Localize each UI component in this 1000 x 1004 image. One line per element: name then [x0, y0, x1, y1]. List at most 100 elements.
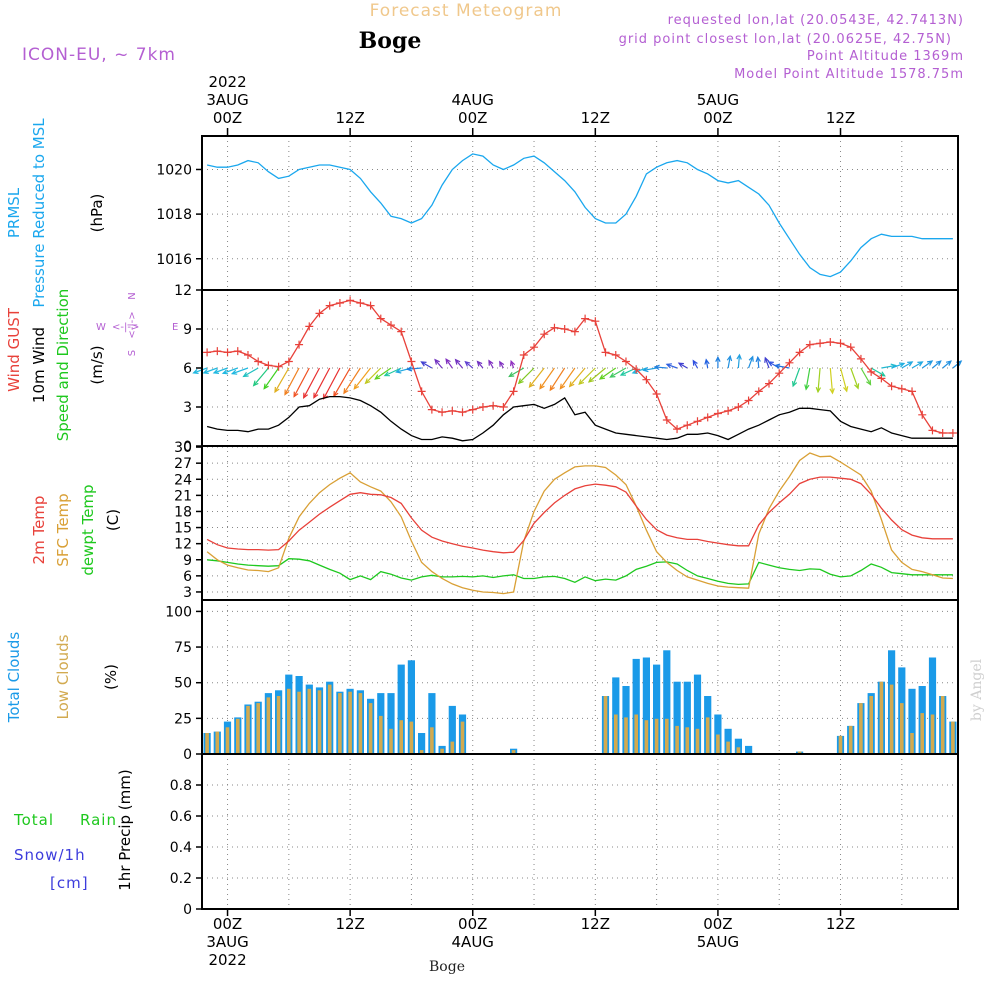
low-cloud-bar	[665, 718, 669, 753]
gust-marker	[570, 327, 579, 336]
gust-marker	[540, 330, 549, 339]
total-cloud-bar	[663, 650, 671, 753]
low-cloud-bar	[511, 750, 516, 753]
gust-marker	[846, 343, 855, 352]
low-cloud-bar	[859, 703, 863, 753]
low-cloud-bar	[675, 725, 679, 753]
wind-barb-head	[508, 371, 515, 378]
low-cloud-bar	[736, 747, 741, 753]
wind-barb-head	[374, 374, 381, 380]
wind-barb	[805, 367, 811, 390]
total-cloud-bar	[642, 657, 650, 753]
wind-barb	[588, 367, 606, 383]
wind-barb	[881, 364, 896, 369]
label-snow: Snow/1h	[14, 846, 86, 864]
total-cloud-bar	[745, 745, 753, 753]
panel-wind: 0 3 6 9 12	[174, 283, 963, 455]
top-time-label: 12Z	[581, 109, 610, 127]
wind-barb	[323, 367, 341, 400]
compass-we-arrow: <-|->	[112, 322, 139, 333]
gust-marker	[928, 426, 937, 435]
wind-barb-head	[692, 359, 698, 366]
gust-marker	[407, 357, 416, 366]
y-tick-label: 1018	[156, 207, 192, 223]
wind-barb-head	[917, 361, 924, 367]
banner-title: Forecast Meteogram	[370, 1, 563, 21]
wind-barb	[253, 367, 269, 386]
total-cloud-bar	[734, 738, 742, 753]
wind-barb-head	[476, 360, 483, 367]
gust-marker	[499, 403, 508, 411]
gust-marker	[448, 406, 457, 415]
model-point-altitude: Model Point Altitude 1578.75m	[734, 67, 964, 82]
wind-barb	[921, 360, 933, 369]
gust-marker	[274, 362, 283, 371]
gust-marker	[438, 408, 447, 417]
gust-marker	[478, 403, 487, 411]
gust-marker	[683, 421, 692, 430]
wind-barb	[559, 367, 576, 389]
wind-barb-head	[517, 378, 524, 385]
low-cloud-bar	[236, 718, 240, 753]
wind-barb-head	[510, 359, 516, 367]
gust-marker	[295, 340, 304, 349]
model-label: ICON-EU, ~ 7km	[22, 45, 176, 65]
gust-marker	[387, 321, 395, 330]
gust-marker	[632, 365, 641, 374]
gust-marker	[427, 405, 436, 414]
gust-marker	[581, 314, 590, 323]
gust-marker	[346, 296, 355, 305]
wind-barb-head	[405, 366, 413, 372]
low-cloud-bar	[276, 696, 281, 753]
wind-barb-head	[715, 355, 721, 362]
top-time-label: 12Z	[335, 109, 364, 127]
gust-marker	[223, 348, 232, 357]
gust-marker	[775, 369, 784, 378]
gust-marker	[673, 425, 682, 434]
wind-barb	[231, 367, 249, 375]
wind-barb	[343, 367, 361, 394]
wind-barb	[303, 367, 321, 398]
wind-barb-head	[815, 386, 822, 394]
gust-marker	[887, 382, 896, 391]
low-cloud-bar	[900, 703, 904, 753]
wind-barb-head	[454, 358, 461, 365]
wind-barb-head	[383, 371, 390, 377]
wind-barb	[421, 361, 433, 369]
y-tick-label: 30	[174, 440, 192, 456]
y-tick-label: 3	[183, 585, 192, 601]
low-cloud-bar	[327, 684, 332, 753]
gust-marker	[519, 351, 528, 359]
low-cloud-bar	[838, 735, 843, 753]
wind-barb-head	[854, 383, 860, 390]
wind-barb	[666, 363, 678, 369]
low-cloud-bar	[910, 733, 914, 753]
low-cloud-bar	[920, 713, 924, 753]
wind-barb-head	[677, 362, 684, 368]
total-cloud-bar	[397, 664, 405, 753]
top-time-label: 3AUG	[206, 91, 248, 109]
wind-barb-head	[499, 360, 505, 367]
wind-barb	[764, 357, 770, 369]
wind-barb-head	[242, 371, 249, 378]
temp2m-line	[206, 476, 953, 554]
wind-barb	[284, 367, 300, 395]
label-dewpt-temp: dewpt Temp	[79, 484, 97, 575]
gust-marker	[305, 322, 314, 331]
wind-barb-head	[395, 368, 402, 374]
wind-barb-head	[364, 378, 371, 385]
wind-barb-head	[587, 377, 594, 383]
low-cloud-bar	[644, 720, 649, 753]
wind-barb-head	[804, 384, 810, 391]
wind-barb-head	[726, 354, 733, 362]
top-time-label: 00Z	[213, 109, 242, 127]
top-time-label: 12Z	[826, 109, 855, 127]
gust-marker	[560, 325, 569, 333]
gust-marker	[948, 429, 957, 437]
wind-barb-head	[221, 369, 229, 375]
label-celsius: (C)	[104, 509, 122, 531]
wind-barb-head	[642, 366, 649, 373]
point-altitude: Point Altitude 1369m	[807, 49, 964, 64]
label-cm: [cm]	[50, 874, 89, 892]
low-cloud-bar	[348, 691, 352, 753]
